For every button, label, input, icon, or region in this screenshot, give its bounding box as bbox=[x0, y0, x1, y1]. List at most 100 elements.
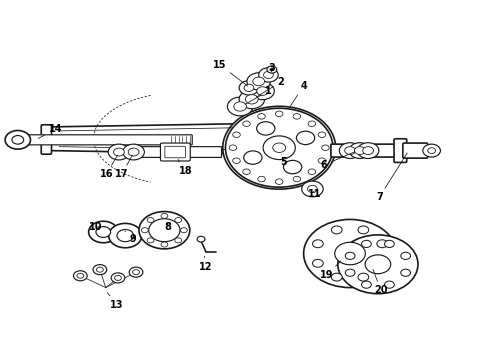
Circle shape bbox=[227, 97, 253, 116]
Circle shape bbox=[244, 151, 262, 164]
Circle shape bbox=[180, 228, 187, 233]
Circle shape bbox=[321, 145, 329, 150]
Polygon shape bbox=[49, 123, 265, 154]
Circle shape bbox=[251, 82, 274, 100]
Circle shape bbox=[109, 224, 142, 248]
Circle shape bbox=[243, 169, 250, 175]
Circle shape bbox=[74, 271, 87, 281]
Text: 6: 6 bbox=[321, 152, 355, 170]
Circle shape bbox=[233, 132, 240, 138]
Circle shape bbox=[331, 226, 342, 234]
Circle shape bbox=[123, 144, 145, 160]
Circle shape bbox=[275, 179, 283, 184]
Text: 10: 10 bbox=[89, 222, 102, 232]
Circle shape bbox=[264, 71, 273, 78]
Circle shape bbox=[313, 259, 323, 267]
Circle shape bbox=[229, 145, 237, 150]
Circle shape bbox=[257, 87, 269, 95]
Circle shape bbox=[111, 273, 125, 283]
Circle shape bbox=[117, 229, 134, 242]
Circle shape bbox=[142, 228, 148, 233]
Circle shape bbox=[259, 68, 278, 82]
Circle shape bbox=[318, 132, 326, 138]
Circle shape bbox=[77, 273, 84, 278]
Circle shape bbox=[225, 108, 333, 187]
Circle shape bbox=[258, 114, 265, 119]
Circle shape bbox=[243, 121, 250, 126]
Circle shape bbox=[115, 275, 122, 280]
Circle shape bbox=[97, 267, 103, 272]
Circle shape bbox=[223, 106, 336, 189]
Circle shape bbox=[365, 255, 391, 274]
Text: 16: 16 bbox=[99, 155, 118, 179]
Text: 19: 19 bbox=[320, 261, 341, 280]
Circle shape bbox=[335, 242, 366, 265]
Circle shape bbox=[93, 265, 107, 275]
Circle shape bbox=[12, 135, 24, 144]
Circle shape bbox=[161, 242, 168, 247]
Circle shape bbox=[233, 158, 240, 163]
Circle shape bbox=[296, 131, 315, 145]
Circle shape bbox=[304, 220, 396, 288]
Circle shape bbox=[313, 240, 323, 248]
Text: 2: 2 bbox=[256, 77, 284, 97]
FancyBboxPatch shape bbox=[12, 135, 192, 145]
Circle shape bbox=[96, 226, 111, 237]
Circle shape bbox=[139, 212, 190, 249]
Circle shape bbox=[308, 185, 318, 193]
Circle shape bbox=[263, 136, 295, 159]
Circle shape bbox=[244, 84, 254, 91]
Circle shape bbox=[401, 269, 411, 276]
Circle shape bbox=[245, 95, 258, 104]
Text: 1: 1 bbox=[245, 86, 272, 104]
Circle shape bbox=[345, 269, 355, 276]
Circle shape bbox=[5, 131, 30, 149]
Circle shape bbox=[377, 240, 388, 248]
Circle shape bbox=[423, 144, 441, 157]
Circle shape bbox=[273, 143, 286, 152]
Text: 20: 20 bbox=[373, 269, 388, 296]
Text: 11: 11 bbox=[308, 189, 321, 199]
FancyBboxPatch shape bbox=[403, 143, 428, 158]
Circle shape bbox=[385, 281, 394, 288]
Circle shape bbox=[175, 217, 182, 222]
Circle shape bbox=[161, 213, 168, 219]
Circle shape bbox=[308, 169, 316, 175]
Circle shape bbox=[385, 240, 394, 247]
Circle shape bbox=[275, 111, 283, 117]
Circle shape bbox=[293, 114, 301, 119]
Circle shape bbox=[89, 221, 118, 243]
Circle shape bbox=[114, 148, 124, 156]
Circle shape bbox=[338, 235, 418, 294]
Circle shape bbox=[357, 143, 379, 158]
Text: 7: 7 bbox=[376, 153, 407, 202]
Circle shape bbox=[239, 81, 259, 95]
Text: 5: 5 bbox=[281, 154, 288, 167]
Circle shape bbox=[257, 122, 275, 135]
Circle shape bbox=[128, 148, 139, 156]
Circle shape bbox=[331, 273, 342, 281]
Circle shape bbox=[308, 121, 316, 126]
Text: 4: 4 bbox=[291, 81, 307, 106]
Circle shape bbox=[258, 176, 265, 182]
Circle shape bbox=[247, 73, 270, 90]
Circle shape bbox=[362, 281, 371, 288]
FancyBboxPatch shape bbox=[331, 144, 399, 157]
Text: 3: 3 bbox=[269, 63, 275, 73]
Text: 15: 15 bbox=[213, 59, 247, 86]
Circle shape bbox=[108, 144, 130, 160]
Text: 18: 18 bbox=[178, 159, 192, 176]
Circle shape bbox=[358, 226, 369, 234]
Circle shape bbox=[267, 66, 277, 73]
Text: 13: 13 bbox=[107, 293, 124, 310]
Circle shape bbox=[339, 143, 361, 158]
Circle shape bbox=[344, 147, 355, 154]
Text: 8: 8 bbox=[164, 222, 171, 232]
Circle shape bbox=[270, 68, 274, 71]
Circle shape bbox=[349, 143, 370, 158]
Circle shape bbox=[133, 270, 140, 275]
Circle shape bbox=[284, 160, 302, 174]
Circle shape bbox=[302, 181, 323, 197]
FancyBboxPatch shape bbox=[115, 147, 221, 157]
FancyBboxPatch shape bbox=[394, 139, 407, 162]
